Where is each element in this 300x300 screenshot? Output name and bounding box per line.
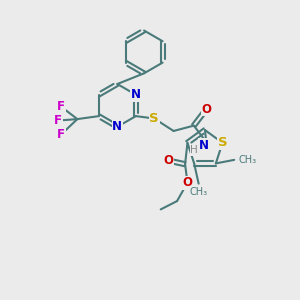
Text: O: O [201, 103, 211, 116]
Text: S: S [218, 136, 227, 149]
Text: N: N [112, 120, 122, 133]
Text: F: F [54, 114, 62, 127]
Text: N: N [131, 88, 141, 101]
Text: CH₃: CH₃ [239, 155, 257, 165]
Text: F: F [57, 100, 65, 113]
Text: H: H [190, 145, 198, 155]
Text: N: N [199, 139, 209, 152]
Text: CH₃: CH₃ [190, 187, 208, 197]
Text: F: F [57, 128, 65, 141]
Text: O: O [164, 154, 174, 167]
Text: S: S [149, 112, 159, 125]
Text: O: O [182, 176, 193, 189]
